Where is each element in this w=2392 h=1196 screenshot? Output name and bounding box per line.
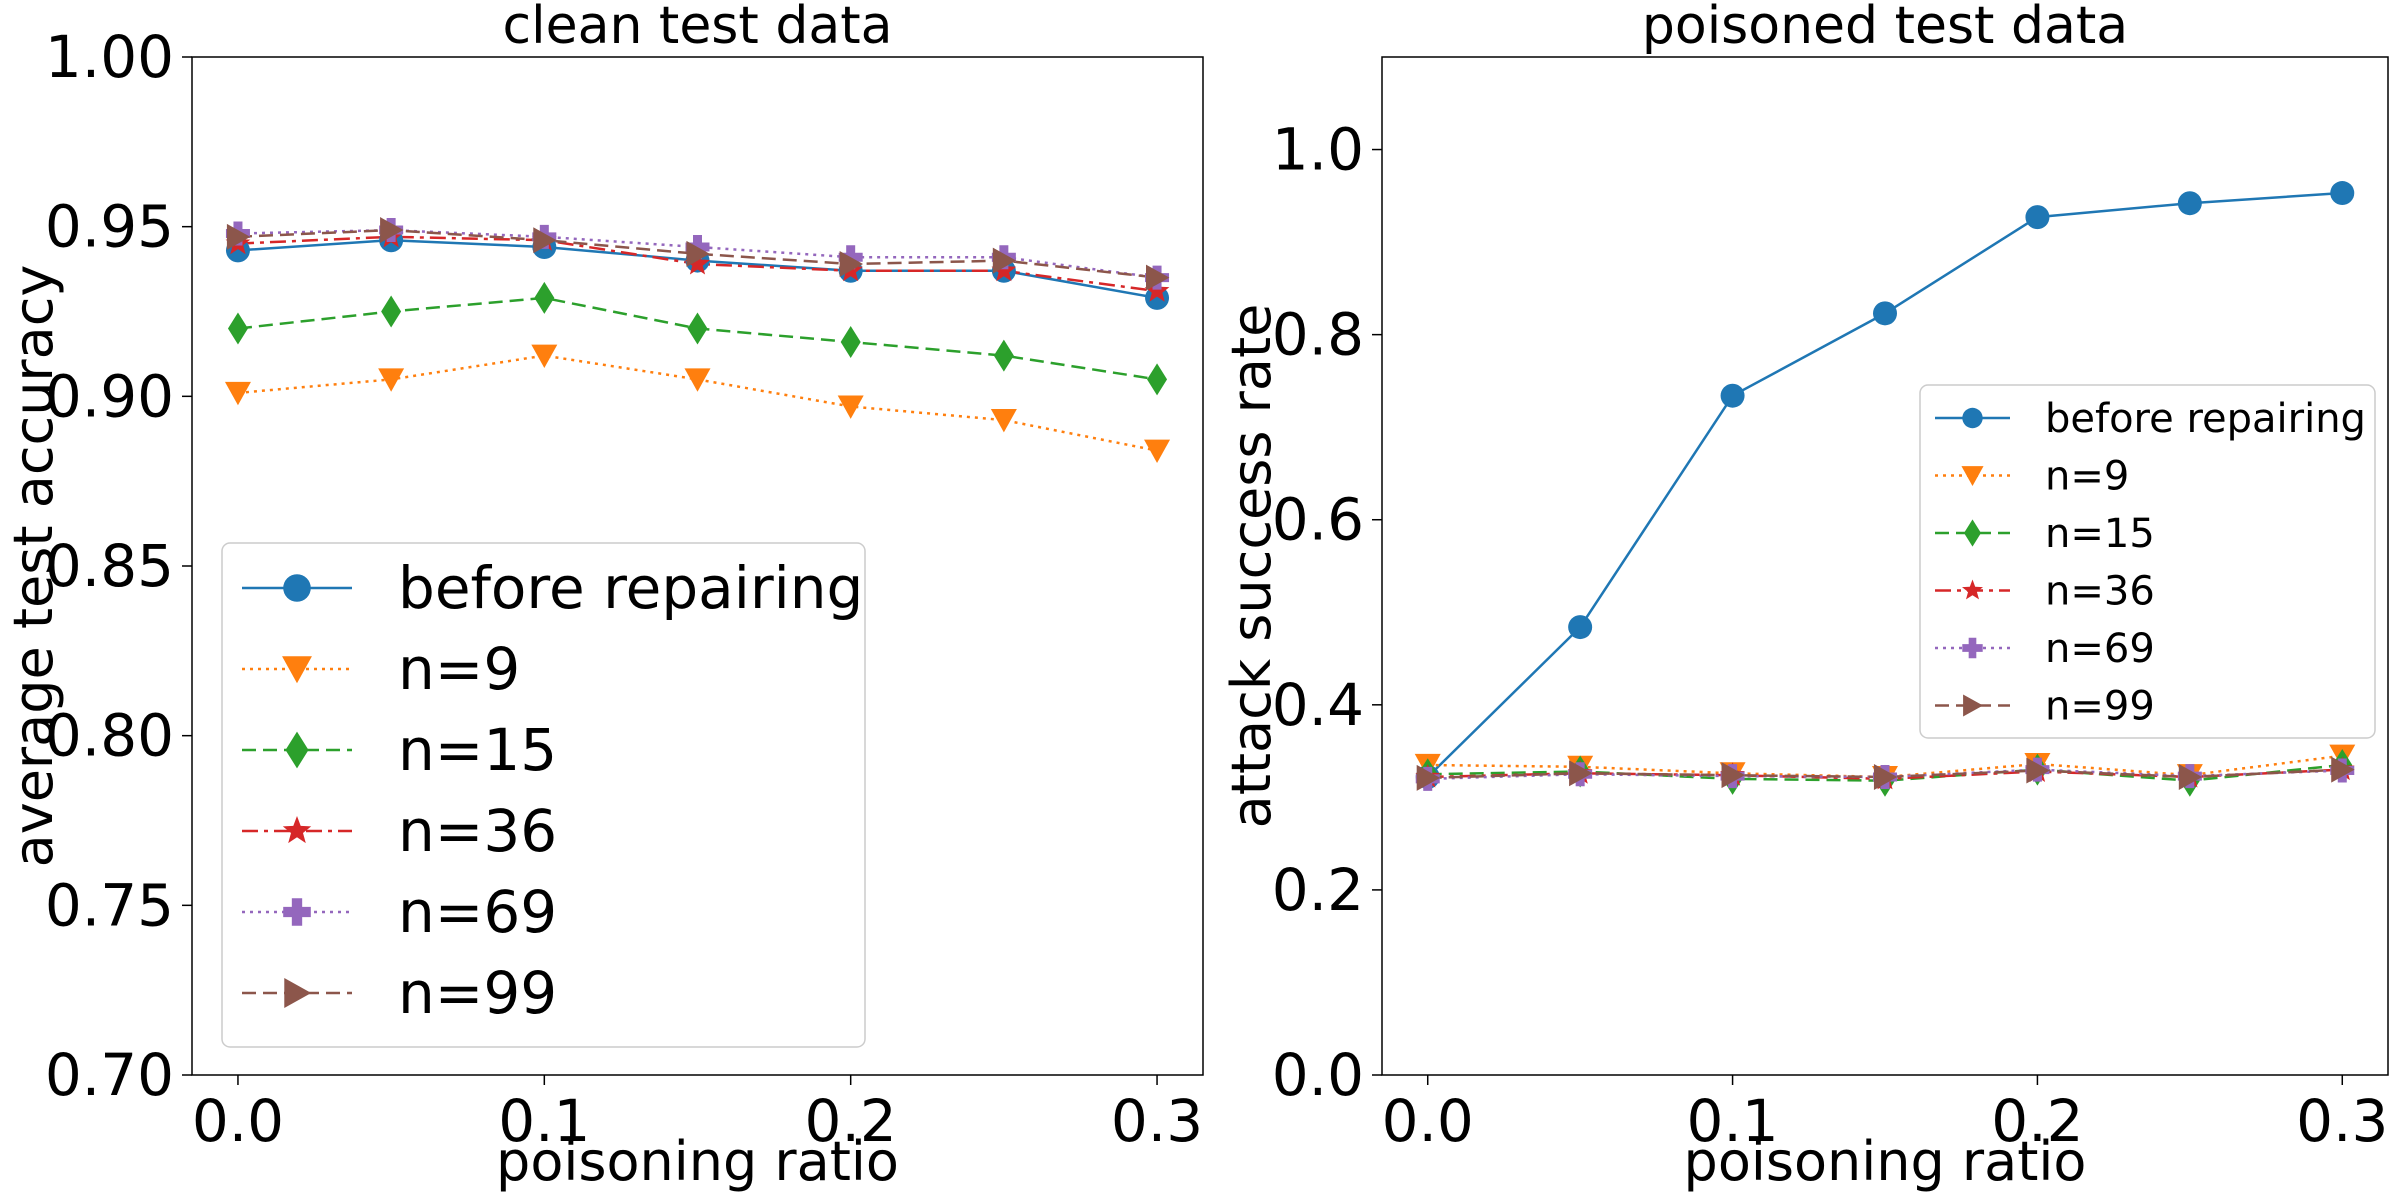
left-y-tick-label: 0.90 <box>45 362 174 430</box>
left-series-3-point <box>991 257 1017 282</box>
right-series-group <box>1414 181 2356 797</box>
left-legend-box <box>221 542 866 1048</box>
right-legend-marker-4 <box>1962 637 1983 659</box>
left-series-2-point <box>993 339 1014 372</box>
left-legend-label-3: n=36 <box>398 797 557 865</box>
left-x-tick-label: 0.3 <box>1111 1087 1203 1155</box>
left-series-2-point <box>227 312 248 345</box>
left-series-2-point <box>840 326 861 359</box>
left-series-5-point <box>380 217 404 244</box>
left-series-1-point <box>224 381 251 406</box>
left-series-5-point <box>226 223 251 250</box>
left-series-1-point <box>531 344 558 368</box>
left-x-tick-label: 0.0 <box>192 1087 284 1155</box>
left-legend-label-5: n=99 <box>398 959 557 1027</box>
right-legend-label-4: n=69 <box>2045 626 2155 672</box>
left-legend: before repairing n=9 n=15 n=36 n=69 n=99 <box>221 542 866 1048</box>
right-x-tick-label: 0.1 <box>1686 1087 1778 1155</box>
left-series-1-point <box>684 368 711 392</box>
right-series-5-point <box>2331 756 2355 783</box>
left-series-1-point <box>837 395 864 419</box>
right-x-tick-label: 0.0 <box>1382 1087 1474 1155</box>
right-series-5-point <box>1569 760 1593 787</box>
left-y-tick-label: 0.85 <box>45 532 174 600</box>
left-series-1-point <box>990 409 1017 433</box>
right-legend-marker-1 <box>1961 466 1984 486</box>
right-chart: poisoned test data poisoning ratio attack … <box>1220 0 2389 1193</box>
left-x-tick-label: 0.2 <box>805 1087 897 1155</box>
right-legend-marker-5 <box>1963 694 1983 717</box>
right-series-0-point <box>1720 383 1745 408</box>
left-series-3-point <box>1144 278 1170 302</box>
left-series-5-point <box>533 227 557 254</box>
right-x-tick-label: 0.3 <box>2296 1087 2388 1155</box>
left-series-5-point <box>839 250 864 277</box>
right-y-tick-label: 0.0 <box>1272 1041 1364 1109</box>
left-y-tick-label: 0.80 <box>45 702 174 770</box>
right-legend-label-2: n=15 <box>2045 511 2155 557</box>
left-y-tick-label: 0.70 <box>45 1041 174 1109</box>
right-legend-label-3: n=36 <box>2045 569 2155 615</box>
right-y-tick-label: 1.0 <box>1272 116 1364 184</box>
left-series-2-point <box>381 295 402 328</box>
right-series-5-point <box>1873 764 1898 791</box>
right-legend-marker-0 <box>1962 407 1983 429</box>
left-x-tick-label: 0.1 <box>498 1087 590 1155</box>
right-series-5-point <box>1721 762 1745 789</box>
right-series-5-point <box>2178 764 2203 791</box>
right-series-0-point <box>2025 205 2050 230</box>
left-series-5-point <box>686 240 710 267</box>
left-series-2-point <box>1147 363 1168 396</box>
right-legend-box <box>1919 384 2376 739</box>
left-legend-label-2: n=15 <box>398 716 557 784</box>
right-series-5-point <box>2026 757 2050 784</box>
right-legend: before repairing n=9 n=15 n=36 n=69 n=99 <box>1919 384 2376 739</box>
right-plot-frame <box>1381 56 2389 1076</box>
left-series-5-point <box>992 247 1017 274</box>
right-series-0-point <box>1873 301 1897 326</box>
right-legend-marker-2 <box>1964 519 1981 547</box>
right-legend-label-5: n=99 <box>2045 684 2155 730</box>
left-legend-marker-0 <box>283 574 311 602</box>
right-series-0-point <box>2330 181 2355 206</box>
left-legend-marker-5 <box>284 978 312 1008</box>
left-series-1-point <box>378 368 405 392</box>
right-x-axis-label: poisoning ratio <box>1684 1130 2087 1193</box>
right-chart-title: poisoned test data <box>1642 0 2128 56</box>
left-y-tick-label: 1.00 <box>45 23 174 91</box>
left-legend-marker-2 <box>285 731 309 769</box>
left-series-5-point <box>1145 264 1170 291</box>
right-legend-label-1: n=9 <box>2045 454 2129 500</box>
left-series-2-point <box>534 281 555 314</box>
left-series-group <box>224 217 1171 463</box>
left-plot-frame <box>191 56 1204 1076</box>
right-y-axis-label: attack success rate <box>1220 304 1283 829</box>
right-legend-marker-3 <box>1962 579 1983 600</box>
left-y-tick-label: 0.75 <box>45 871 174 939</box>
left-chart-title: clean test data <box>503 0 893 56</box>
right-legend-label-0: before repairing <box>2045 396 2366 442</box>
left-series-1-point <box>1144 439 1171 463</box>
left-x-axis-label: poisoning ratio <box>496 1130 899 1193</box>
left-chart: clean test data poisoning ratio average te… <box>2 0 1204 1193</box>
left-legend-label-0: before repairing <box>398 554 863 622</box>
left-series-2-point <box>687 312 708 345</box>
left-legend-marker-3 <box>282 816 312 844</box>
right-y-tick-label: 0.4 <box>1272 671 1364 739</box>
left-legend-marker-1 <box>282 656 312 684</box>
right-y-tick-label: 0.8 <box>1272 301 1364 369</box>
left-legend-label-4: n=69 <box>398 878 557 946</box>
left-legend-marker-4 <box>283 898 311 926</box>
right-series-0-point <box>1568 615 1593 640</box>
right-series-5-point <box>1416 764 1441 791</box>
left-y-axis-label: average test accuracy <box>2 265 65 868</box>
left-y-tick-label: 0.95 <box>45 193 174 261</box>
right-x-tick-label: 0.2 <box>1991 1087 2083 1155</box>
left-series-3-point <box>685 251 710 275</box>
right-series-0-point <box>2177 191 2202 216</box>
right-y-tick-label: 0.2 <box>1272 856 1364 924</box>
left-legend-label-1: n=9 <box>398 635 520 703</box>
right-y-tick-label: 0.6 <box>1272 486 1364 554</box>
